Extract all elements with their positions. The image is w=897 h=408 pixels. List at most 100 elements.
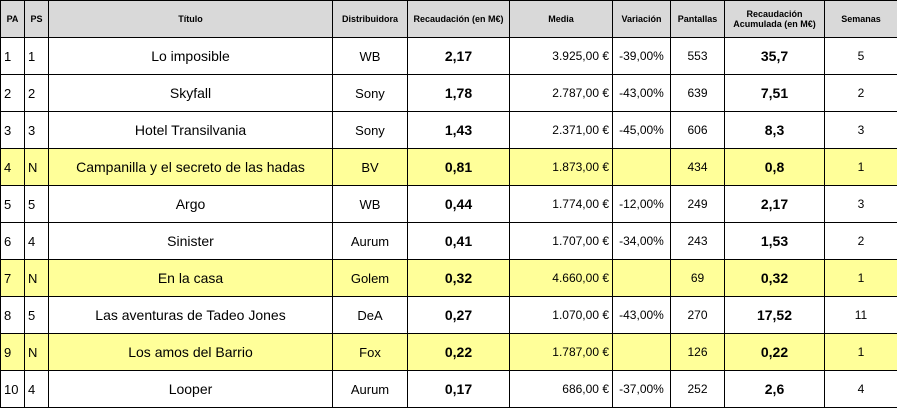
cell-distributor: Fox [332,333,408,371]
cell-title: En la casa [48,259,333,297]
cell-weeks: 1 [824,259,897,297]
cell-gross: 2,17 [407,37,510,75]
cell-ps: N [24,259,49,297]
cell-gross: 0,44 [407,185,510,223]
cell-pa: 8 [0,296,25,334]
cell-ps: 3 [24,111,49,149]
cell-average: 1.787,00 € [509,333,613,371]
header-screens: Pantallas [670,0,725,38]
header-distributor: Distribuidora [332,0,408,38]
cell-gross: 0,41 [407,222,510,260]
cell-distributor: WB [332,37,408,75]
cell-variation [612,333,671,371]
cell-weeks: 2 [824,74,897,112]
cell-title: Argo [48,185,333,223]
cell-distributor: Aurum [332,370,408,408]
cell-distributor: WB [332,185,408,223]
cell-weeks: 4 [824,370,897,408]
cell-gross: 0,32 [407,259,510,297]
cell-distributor: BV [332,148,408,186]
cell-accumulated: 0,32 [724,259,825,297]
cell-variation: -37,00% [612,370,671,408]
cell-screens: 243 [670,222,725,260]
cell-screens: 434 [670,148,725,186]
header-row: PA PS Título Distribuidora Recaudación (… [0,0,897,38]
cell-weeks: 11 [824,296,897,334]
cell-average: 1.774,00 € [509,185,613,223]
cell-title: Campanilla y el secreto de las hadas [48,148,333,186]
cell-ps: 5 [24,185,49,223]
header-pa: PA [0,0,25,38]
cell-title: Lo imposible [48,37,333,75]
table-row: 6 4 Sinister Aurum 0,41 1.707,00 € -34,0… [0,222,897,260]
cell-average: 3.925,00 € [509,37,613,75]
cell-gross: 1,78 [407,74,510,112]
table-row-new-release: 4 N Campanilla y el secreto de las hadas… [0,148,897,186]
cell-accumulated: 8,3 [724,111,825,149]
cell-screens: 270 [670,296,725,334]
cell-pa: 3 [0,111,25,149]
cell-variation: -39,00% [612,37,671,75]
cell-title: Los amos del Barrio [48,333,333,371]
cell-title: Hotel Transilvania [48,111,333,149]
cell-variation: -43,00% [612,296,671,334]
cell-weeks: 3 [824,185,897,223]
cell-title: Looper [48,370,333,408]
cell-pa: 2 [0,74,25,112]
table-row: 1 1 Lo imposible WB 2,17 3.925,00 € -39,… [0,37,897,75]
cell-ps: N [24,148,49,186]
cell-variation [612,259,671,297]
cell-accumulated: 0,8 [724,148,825,186]
cell-screens: 252 [670,370,725,408]
cell-variation [612,148,671,186]
cell-distributor: Aurum [332,222,408,260]
cell-distributor: DeA [332,296,408,334]
cell-pa: 1 [0,37,25,75]
table-row: 3 3 Hotel Transilvania Sony 1,43 2.371,0… [0,111,897,149]
header-gross: Recaudación (en M€) [407,0,510,38]
table-row-new-release: 9 N Los amos del Barrio Fox 0,22 1.787,0… [0,333,897,371]
cell-pa: 9 [0,333,25,371]
cell-pa: 4 [0,148,25,186]
cell-gross: 0,22 [407,333,510,371]
header-ps: PS [24,0,49,38]
table-row: 2 2 Skyfall Sony 1,78 2.787,00 € -43,00%… [0,74,897,112]
cell-accumulated: 1,53 [724,222,825,260]
cell-screens: 553 [670,37,725,75]
cell-variation: -45,00% [612,111,671,149]
cell-screens: 249 [670,185,725,223]
cell-distributor: Sony [332,111,408,149]
cell-ps: 1 [24,37,49,75]
cell-average: 1.070,00 € [509,296,613,334]
cell-gross: 0,27 [407,296,510,334]
cell-accumulated: 35,7 [724,37,825,75]
cell-screens: 126 [670,333,725,371]
cell-accumulated: 2,6 [724,370,825,408]
cell-distributor: Sony [332,74,408,112]
cell-gross: 1,43 [407,111,510,149]
cell-screens: 69 [670,259,725,297]
cell-title: Las aventuras de Tadeo Jones [48,296,333,334]
table-row-new-release: 7 N En la casa Golem 0,32 4.660,00 € 69 … [0,259,897,297]
cell-pa: 5 [0,185,25,223]
cell-average: 1.873,00 € [509,148,613,186]
cell-accumulated: 0,22 [724,333,825,371]
table-row: 5 5 Argo WB 0,44 1.774,00 € -12,00% 249 … [0,185,897,223]
header-variation: Variación [612,0,671,38]
cell-weeks: 2 [824,222,897,260]
cell-distributor: Golem [332,259,408,297]
cell-ps: 4 [24,370,49,408]
cell-title: Skyfall [48,74,333,112]
cell-pa: 7 [0,259,25,297]
header-accumulated: Recaudación Acumulada (en M€) [724,0,825,38]
cell-average: 1.707,00 € [509,222,613,260]
cell-weeks: 3 [824,111,897,149]
cell-gross: 0,17 [407,370,510,408]
cell-screens: 639 [670,74,725,112]
header-average: Media [509,0,613,38]
table-row: 8 5 Las aventuras de Tadeo Jones DeA 0,2… [0,296,897,334]
cell-average: 2.371,00 € [509,111,613,149]
cell-accumulated: 17,52 [724,296,825,334]
cell-average: 4.660,00 € [509,259,613,297]
cell-ps: N [24,333,49,371]
